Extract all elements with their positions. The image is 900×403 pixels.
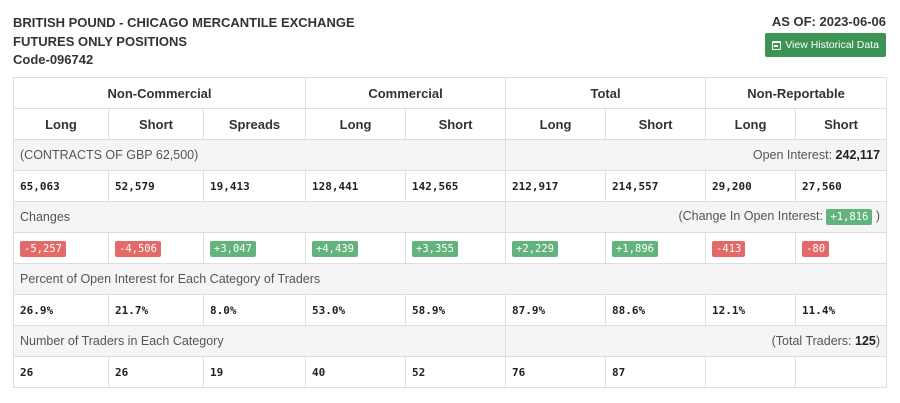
table-cell: 29,200 xyxy=(705,170,797,202)
change-cell: +2,229 xyxy=(505,232,607,264)
table-cell xyxy=(795,356,888,388)
traders-section-row: Number of Traders in Each Category (Tota… xyxy=(12,325,888,357)
change-badge: +3,355 xyxy=(412,240,458,257)
table-cell: 40 xyxy=(305,356,407,388)
change-cell: -4,506 xyxy=(108,232,204,264)
table-cell: 65,063 xyxy=(13,170,109,202)
change-oi-badge: +1,816 xyxy=(826,209,873,225)
table-cell: 26.9% xyxy=(13,294,109,326)
calendar-icon xyxy=(772,40,782,50)
report-header: BRITISH POUND - CHICAGO MERCANTILE EXCHA… xyxy=(0,0,900,77)
col-header: Short xyxy=(605,108,707,140)
table-cell: 19,413 xyxy=(202,170,307,202)
open-interest-value: 242,117 xyxy=(835,148,881,162)
group-total: Total xyxy=(505,77,707,109)
percent-section-row: Percent of Open Interest for Each Catego… xyxy=(12,263,888,295)
title-line1: BRITISH POUND - CHICAGO MERCANTILE EXCHA… xyxy=(13,15,355,30)
changes-row: -5,257 -4,506 +3,047 +4,439 +3,355 +2,22… xyxy=(13,232,888,264)
col-header: Short xyxy=(108,108,204,140)
contracts-section-row: (CONTRACTS OF GBP 62,500) Open Interest:… xyxy=(12,139,888,171)
report-title: BRITISH POUND - CHICAGO MERCANTILE EXCHA… xyxy=(13,14,355,70)
change-open-interest: (Change In Open Interest: +1,816 ) xyxy=(505,201,888,233)
view-historical-data-button[interactable]: View Historical Data xyxy=(765,33,886,57)
percent-row: 26.9% 21.7% 8.0% 53.0% 58.9% 87.9% 88.6%… xyxy=(13,294,888,326)
code-label: Code-096742 xyxy=(13,52,94,67)
change-cell: -5,257 xyxy=(13,232,109,264)
table-cell: 142,565 xyxy=(405,170,507,202)
change-badge: +3,047 xyxy=(210,240,256,257)
open-interest: Open Interest: 242,117 xyxy=(505,139,888,171)
change-cell: +1,896 xyxy=(605,232,707,264)
table-cell: 212,917 xyxy=(505,170,607,202)
table-cell: 27,560 xyxy=(795,170,888,202)
contracts-row: 65,063 52,579 19,413 128,441 142,565 212… xyxy=(13,170,888,202)
table-cell: 76 xyxy=(505,356,607,388)
changes-section-row: Changes (Change In Open Interest: +1,816… xyxy=(12,201,888,233)
change-badge: +2,229 xyxy=(512,240,558,257)
as-of-date: AS OF: 2023-06-06 xyxy=(771,14,886,29)
col-header: Long xyxy=(13,108,109,140)
change-cell: -413 xyxy=(705,232,797,264)
change-badge: -413 xyxy=(712,240,746,257)
contracts-label: (CONTRACTS OF GBP 62,500) xyxy=(12,139,507,171)
group-commercial: Commercial xyxy=(305,77,507,109)
table-cell xyxy=(705,356,797,388)
col-header: Long xyxy=(705,108,797,140)
percent-label: Percent of Open Interest for Each Catego… xyxy=(12,263,888,295)
cot-table: Non-Commercial Commercial Total Non-Repo… xyxy=(12,77,888,388)
table-cell: 8.0% xyxy=(202,294,307,326)
open-interest-label: Open Interest: xyxy=(752,148,833,162)
total-traders-value: 125 xyxy=(855,334,876,348)
group-non-reportable: Non-Reportable xyxy=(705,77,888,109)
change-cell: +3,355 xyxy=(405,232,507,264)
table-cell: 19 xyxy=(202,356,307,388)
change-oi-label: (Change In Open Interest: xyxy=(678,209,823,223)
changes-label: Changes xyxy=(12,201,507,233)
table-cell: 52,579 xyxy=(108,170,204,202)
table-cell: 87 xyxy=(605,356,707,388)
change-badge: -5,257 xyxy=(20,240,66,257)
table-cell: 26 xyxy=(108,356,204,388)
traders-label: Number of Traders in Each Category xyxy=(12,325,507,357)
group-header-row: Non-Commercial Commercial Total Non-Repo… xyxy=(12,77,888,109)
total-traders-label: (Total Traders: xyxy=(771,334,852,348)
change-badge: +1,896 xyxy=(612,240,658,257)
table-cell: 214,557 xyxy=(605,170,707,202)
change-badge: +4,439 xyxy=(312,240,358,257)
table-cell: 88.6% xyxy=(605,294,707,326)
group-non-commercial: Non-Commercial xyxy=(12,77,307,109)
total-traders-close: ) xyxy=(875,334,881,348)
table-cell: 58.9% xyxy=(405,294,507,326)
column-header-row: Long Short Spreads Long Short Long Short… xyxy=(13,108,888,140)
traders-row: 26 26 19 40 52 76 87 xyxy=(13,356,888,388)
col-header: Short xyxy=(795,108,888,140)
col-header: Short xyxy=(405,108,507,140)
col-header: Spreads xyxy=(202,108,307,140)
col-header: Long xyxy=(305,108,407,140)
change-badge: -4,506 xyxy=(115,240,161,257)
col-header: Long xyxy=(505,108,607,140)
change-cell: +4,439 xyxy=(305,232,407,264)
table-cell: 52 xyxy=(405,356,507,388)
table-cell: 53.0% xyxy=(305,294,407,326)
title-line2: FUTURES ONLY POSITIONS xyxy=(13,33,188,49)
table-cell: 26 xyxy=(13,356,109,388)
change-cell: +3,047 xyxy=(202,232,307,264)
table-cell: 87.9% xyxy=(505,294,607,326)
total-traders: (Total Traders: 125) xyxy=(505,325,888,357)
change-badge: -80 xyxy=(802,240,830,257)
view-historical-label: View Historical Data xyxy=(785,39,879,51)
table-cell: 128,441 xyxy=(305,170,407,202)
change-oi-close: ) xyxy=(875,209,881,223)
table-cell: 11.4% xyxy=(795,294,888,326)
table-cell: 12.1% xyxy=(705,294,797,326)
table-cell: 21.7% xyxy=(108,294,204,326)
change-cell: -80 xyxy=(795,232,888,264)
